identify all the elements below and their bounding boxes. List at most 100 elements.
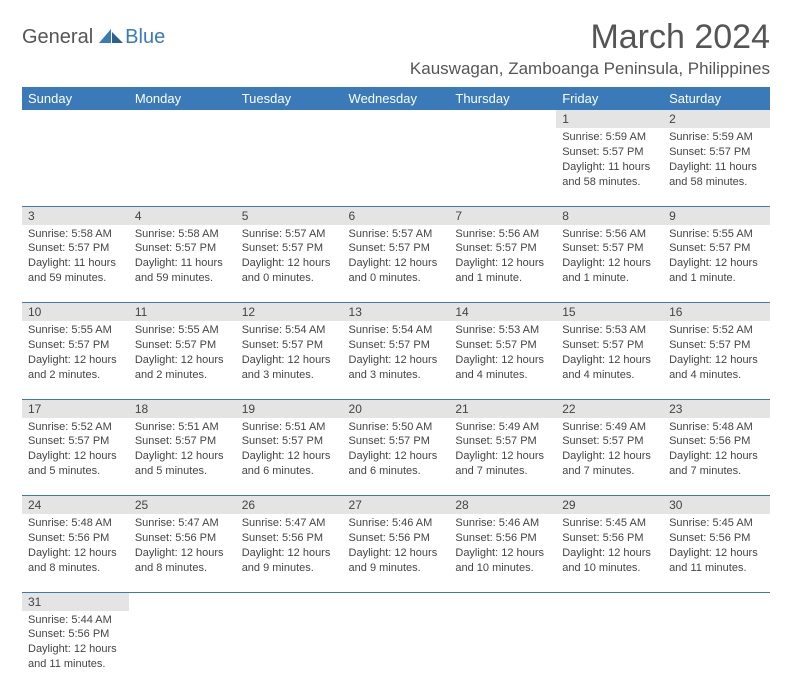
day-data-cell — [343, 128, 450, 206]
day-number-cell — [129, 592, 236, 611]
day-data-cell: Sunrise: 5:51 AMSunset: 5:57 PMDaylight:… — [129, 418, 236, 496]
sunrise-text: Sunrise: 5:57 AM — [242, 227, 337, 242]
weekday-header: Wednesday — [343, 87, 450, 110]
daylight-text: Daylight: 11 hours and 59 minutes. — [135, 256, 230, 286]
day-data-cell: Sunrise: 5:52 AMSunset: 5:57 PMDaylight:… — [22, 418, 129, 496]
day-data-cell: Sunrise: 5:58 AMSunset: 5:57 PMDaylight:… — [22, 225, 129, 303]
sunset-text: Sunset: 5:57 PM — [455, 338, 550, 353]
sunset-text: Sunset: 5:56 PM — [135, 531, 230, 546]
day-number-cell: 11 — [129, 303, 236, 322]
day-data-cell: Sunrise: 5:56 AMSunset: 5:57 PMDaylight:… — [556, 225, 663, 303]
daylight-text: Daylight: 12 hours and 1 minute. — [455, 256, 550, 286]
day-number-cell: 27 — [343, 496, 450, 515]
day-data-cell — [129, 128, 236, 206]
day-data-cell: Sunrise: 5:44 AMSunset: 5:56 PMDaylight:… — [22, 611, 129, 689]
daylight-text: Daylight: 12 hours and 7 minutes. — [669, 449, 764, 479]
day-data-cell — [556, 611, 663, 689]
daylight-text: Daylight: 12 hours and 9 minutes. — [349, 546, 444, 576]
sunrise-text: Sunrise: 5:59 AM — [669, 130, 764, 145]
sunset-text: Sunset: 5:56 PM — [669, 434, 764, 449]
day-number-cell: 30 — [663, 496, 770, 515]
day-data-cell: Sunrise: 5:47 AMSunset: 5:56 PMDaylight:… — [129, 514, 236, 592]
daylight-text: Daylight: 12 hours and 4 minutes. — [455, 353, 550, 383]
day-data-cell: Sunrise: 5:48 AMSunset: 5:56 PMDaylight:… — [22, 514, 129, 592]
sunrise-text: Sunrise: 5:53 AM — [455, 323, 550, 338]
day-data-cell — [449, 128, 556, 206]
day-data-cell: Sunrise: 5:48 AMSunset: 5:56 PMDaylight:… — [663, 418, 770, 496]
daylight-text: Daylight: 12 hours and 1 minute. — [562, 256, 657, 286]
daylight-text: Daylight: 12 hours and 2 minutes. — [28, 353, 123, 383]
day-number-cell — [343, 110, 450, 128]
day-data-cell — [449, 611, 556, 689]
sunset-text: Sunset: 5:57 PM — [562, 434, 657, 449]
sunset-text: Sunset: 5:56 PM — [562, 531, 657, 546]
sunset-text: Sunset: 5:57 PM — [28, 434, 123, 449]
sunset-text: Sunset: 5:57 PM — [562, 145, 657, 160]
sunset-text: Sunset: 5:57 PM — [135, 241, 230, 256]
daylight-text: Daylight: 11 hours and 58 minutes. — [562, 160, 657, 190]
calendar-table: Sunday Monday Tuesday Wednesday Thursday… — [22, 87, 770, 689]
sunset-text: Sunset: 5:57 PM — [349, 241, 444, 256]
daylight-text: Daylight: 12 hours and 3 minutes. — [242, 353, 337, 383]
sunrise-text: Sunrise: 5:52 AM — [669, 323, 764, 338]
daylight-text: Daylight: 12 hours and 6 minutes. — [349, 449, 444, 479]
daylight-text: Daylight: 12 hours and 4 minutes. — [562, 353, 657, 383]
day-number-cell: 23 — [663, 399, 770, 418]
day-number-cell — [343, 592, 450, 611]
sunset-text: Sunset: 5:56 PM — [349, 531, 444, 546]
sunrise-text: Sunrise: 5:52 AM — [28, 420, 123, 435]
logo: General Blue — [22, 26, 165, 49]
day-number-cell: 25 — [129, 496, 236, 515]
day-number-cell — [663, 592, 770, 611]
sunrise-text: Sunrise: 5:56 AM — [455, 227, 550, 242]
calendar-body: 12Sunrise: 5:59 AMSunset: 5:57 PMDayligh… — [22, 110, 770, 689]
day-number-cell: 3 — [22, 206, 129, 225]
day-number-cell: 31 — [22, 592, 129, 611]
daylight-text: Daylight: 12 hours and 8 minutes. — [28, 546, 123, 576]
day-data-row: Sunrise: 5:44 AMSunset: 5:56 PMDaylight:… — [22, 611, 770, 689]
day-data-cell: Sunrise: 5:56 AMSunset: 5:57 PMDaylight:… — [449, 225, 556, 303]
day-number-cell: 10 — [22, 303, 129, 322]
title-block: March 2024 Kauswagan, Zamboanga Peninsul… — [410, 18, 770, 79]
day-data-cell: Sunrise: 5:47 AMSunset: 5:56 PMDaylight:… — [236, 514, 343, 592]
day-data-cell: Sunrise: 5:53 AMSunset: 5:57 PMDaylight:… — [449, 321, 556, 399]
day-data-cell: Sunrise: 5:50 AMSunset: 5:57 PMDaylight:… — [343, 418, 450, 496]
daylight-text: Daylight: 12 hours and 7 minutes. — [562, 449, 657, 479]
sunrise-text: Sunrise: 5:58 AM — [28, 227, 123, 242]
daylight-text: Daylight: 12 hours and 8 minutes. — [135, 546, 230, 576]
day-number-cell: 24 — [22, 496, 129, 515]
day-number-row: 3456789 — [22, 206, 770, 225]
daylight-text: Daylight: 11 hours and 58 minutes. — [669, 160, 764, 190]
day-data-cell: Sunrise: 5:55 AMSunset: 5:57 PMDaylight:… — [22, 321, 129, 399]
sunrise-text: Sunrise: 5:58 AM — [135, 227, 230, 242]
sunset-text: Sunset: 5:57 PM — [669, 145, 764, 160]
day-number-cell: 6 — [343, 206, 450, 225]
sunset-text: Sunset: 5:57 PM — [455, 434, 550, 449]
day-number-cell: 8 — [556, 206, 663, 225]
day-number-cell — [556, 592, 663, 611]
sunrise-text: Sunrise: 5:48 AM — [669, 420, 764, 435]
logo-text-general: General — [22, 26, 93, 49]
day-number-cell: 29 — [556, 496, 663, 515]
sunrise-text: Sunrise: 5:49 AM — [455, 420, 550, 435]
sunrise-text: Sunrise: 5:46 AM — [455, 516, 550, 531]
weekday-header: Sunday — [22, 87, 129, 110]
day-data-cell: Sunrise: 5:59 AMSunset: 5:57 PMDaylight:… — [663, 128, 770, 206]
day-data-cell — [343, 611, 450, 689]
day-number-cell: 16 — [663, 303, 770, 322]
day-number-row: 31 — [22, 592, 770, 611]
day-number-cell: 12 — [236, 303, 343, 322]
day-data-cell: Sunrise: 5:46 AMSunset: 5:56 PMDaylight:… — [449, 514, 556, 592]
sunrise-text: Sunrise: 5:57 AM — [349, 227, 444, 242]
sunset-text: Sunset: 5:57 PM — [242, 338, 337, 353]
daylight-text: Daylight: 12 hours and 5 minutes. — [135, 449, 230, 479]
day-number-cell: 4 — [129, 206, 236, 225]
sunset-text: Sunset: 5:57 PM — [349, 434, 444, 449]
daylight-text: Daylight: 12 hours and 7 minutes. — [455, 449, 550, 479]
sunset-text: Sunset: 5:57 PM — [242, 434, 337, 449]
day-data-row: Sunrise: 5:52 AMSunset: 5:57 PMDaylight:… — [22, 418, 770, 496]
day-number-row: 12 — [22, 110, 770, 128]
day-number-cell — [129, 110, 236, 128]
location: Kauswagan, Zamboanga Peninsula, Philippi… — [410, 59, 770, 79]
day-number-cell: 7 — [449, 206, 556, 225]
